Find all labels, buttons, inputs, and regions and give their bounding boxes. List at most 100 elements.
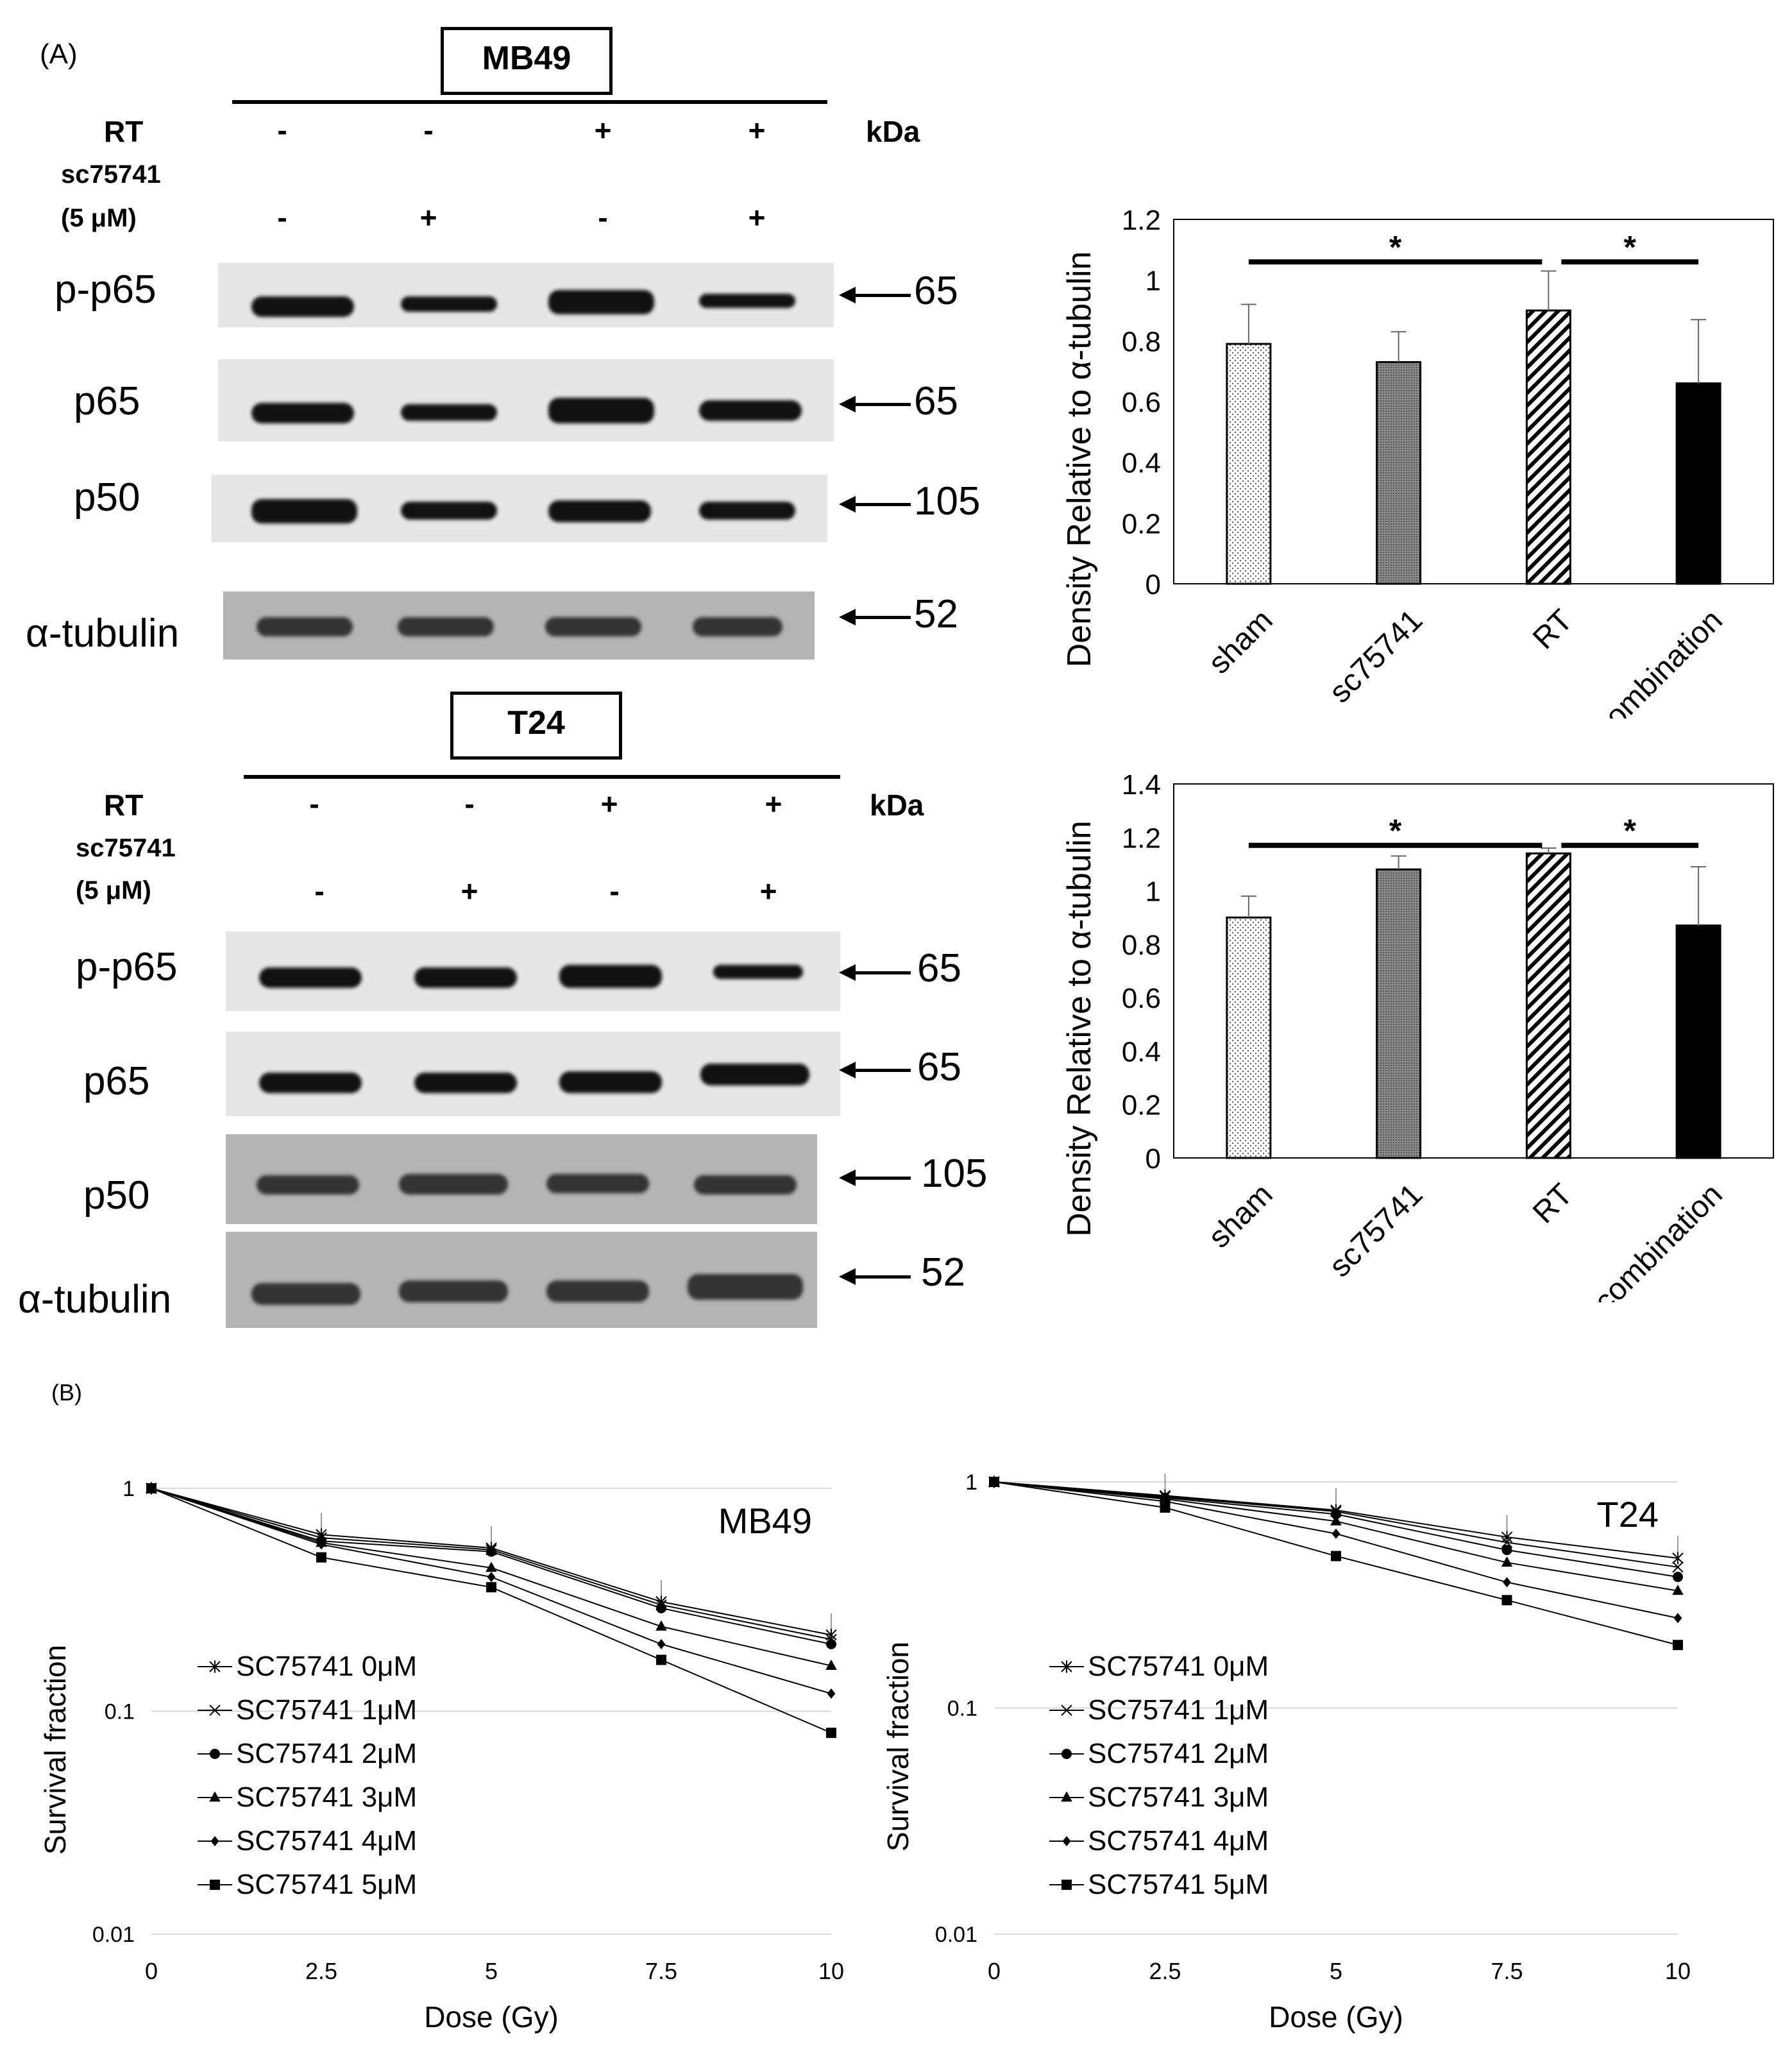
point-marker	[1062, 1836, 1071, 1846]
band	[699, 400, 802, 421]
band	[401, 404, 497, 421]
band	[257, 1175, 359, 1195]
mb49-density-bar-chart: 0 0.2 0.4 0.6 0.8 1 1.2 Density Relative to α-t…	[1061, 205, 1774, 718]
header-divider	[244, 775, 840, 779]
band	[401, 502, 497, 520]
point-marker	[1501, 1556, 1513, 1567]
point-marker	[1672, 1585, 1684, 1595]
point-marker	[487, 1572, 496, 1583]
t24-survival-chart: 1 0.1 0.01 0 2.5 5 7.5 10 Dose (Gy) Survival frac…	[885, 1470, 1691, 2034]
arrow-icon	[839, 496, 911, 513]
drug-sign: +	[759, 874, 777, 908]
point-marker	[1330, 1515, 1342, 1526]
y-tick-label: 0.2	[1122, 508, 1161, 540]
point-marker	[1331, 1509, 1341, 1520]
drug-sign: -	[277, 201, 287, 234]
x-tick-label: 10	[1665, 1958, 1691, 1984]
point-marker	[1160, 1502, 1171, 1513]
point-marker	[989, 1477, 999, 1487]
arrow-icon	[839, 1062, 911, 1078]
rt-sign: -	[309, 787, 319, 820]
drug-sign: -	[609, 874, 620, 908]
band	[559, 1071, 662, 1093]
point-marker	[486, 1546, 496, 1557]
point-marker	[827, 1688, 836, 1699]
y-tick-label: 0.01	[935, 1923, 977, 1947]
band	[699, 294, 795, 308]
mb49-blot: MB49 RT - - + + kDa sc75741 (5 μM) - + -…	[0, 0, 1026, 693]
point-marker	[1501, 1536, 1513, 1549]
bar	[1525, 309, 1571, 585]
band	[414, 967, 517, 988]
arrow-icon	[839, 964, 911, 981]
blot-row-label: α-tubulin	[18, 1277, 172, 1322]
band	[693, 617, 782, 636]
drug-sign: +	[748, 201, 766, 234]
point-marker	[1331, 1551, 1341, 1561]
x-tick-label: 0	[145, 1958, 158, 1984]
significance-star: *	[1389, 229, 1402, 265]
band	[401, 296, 497, 312]
band	[548, 398, 654, 423]
band	[700, 1064, 809, 1085]
mw-label: 65	[917, 1045, 961, 1089]
x-axis-label: Dose (Gy)	[1269, 2000, 1403, 2034]
legend-label: SC75741 0μM	[236, 1651, 417, 1682]
point-marker	[1672, 1561, 1684, 1573]
x-tick-label: sham	[1202, 1177, 1279, 1254]
drug-dose-label: (5 μM)	[76, 876, 151, 905]
point-marker	[1161, 1496, 1169, 1507]
band	[251, 499, 357, 523]
band	[257, 617, 353, 636]
y-tick-label: 0.6	[1122, 387, 1161, 418]
y-axis-label: Survival fraction	[885, 1642, 915, 1851]
point-marker	[1331, 1528, 1340, 1539]
point-marker	[209, 1791, 221, 1802]
band	[713, 965, 803, 979]
blot-row-label: p65	[74, 379, 140, 423]
legend-label: SC75741 2μM	[236, 1738, 417, 1769]
point-marker	[826, 1728, 836, 1739]
band	[399, 1174, 508, 1195]
point-marker	[826, 1638, 836, 1649]
t24-density-bar-chart: 0 0.2 0.4 0.6 0.8 1 1.2 1.4 Density Relative to …	[1061, 769, 1774, 1302]
blot-strip	[226, 1232, 817, 1328]
arrow-icon	[839, 396, 911, 412]
mw-label: 65	[917, 946, 961, 990]
bar	[1226, 343, 1272, 585]
y-axis-label: Density Relative to α-tubulin	[1061, 251, 1098, 668]
band	[251, 296, 354, 317]
mw-label: 105	[921, 1152, 988, 1196]
x-tick-label: sham	[1202, 603, 1279, 680]
x-tick-label: 5	[1330, 1958, 1342, 1984]
band	[399, 1280, 508, 1302]
band	[545, 617, 641, 636]
arrow-icon	[839, 609, 911, 625]
band	[398, 617, 494, 636]
legend-label: SC75741 1μM	[236, 1694, 417, 1726]
point-marker	[210, 1749, 220, 1759]
kda-label: kDa	[866, 115, 920, 148]
legend-label: SC75741 2μM	[1088, 1738, 1269, 1769]
band	[414, 1073, 517, 1093]
bar	[1675, 924, 1721, 1159]
blot-row-label: p50	[74, 475, 140, 520]
mw-label: 52	[921, 1250, 965, 1295]
x-tick-label: combination	[1587, 1177, 1729, 1302]
rt-sign: -	[423, 114, 434, 147]
band	[546, 1174, 649, 1193]
y-tick-label: 1	[1145, 266, 1161, 297]
point-marker	[1501, 1545, 1512, 1556]
blot-strip	[226, 1032, 840, 1116]
point-marker	[1503, 1577, 1511, 1588]
mb49-survival-chart: 1 0.1 0.01 0 2.5 5 7.5 10 Dose (Gy) Survival frac…	[38, 1477, 844, 2034]
rt-label: RT	[104, 788, 144, 822]
bar	[1376, 361, 1422, 585]
arrow-icon	[839, 1268, 911, 1285]
y-tick-label: 0	[1145, 569, 1161, 600]
y-tick-label: 0.4	[1122, 1036, 1161, 1067]
point-marker	[656, 1654, 666, 1665]
band	[548, 500, 651, 522]
point-marker	[317, 1539, 326, 1550]
x-tick-label: 2.5	[1149, 1958, 1181, 1984]
